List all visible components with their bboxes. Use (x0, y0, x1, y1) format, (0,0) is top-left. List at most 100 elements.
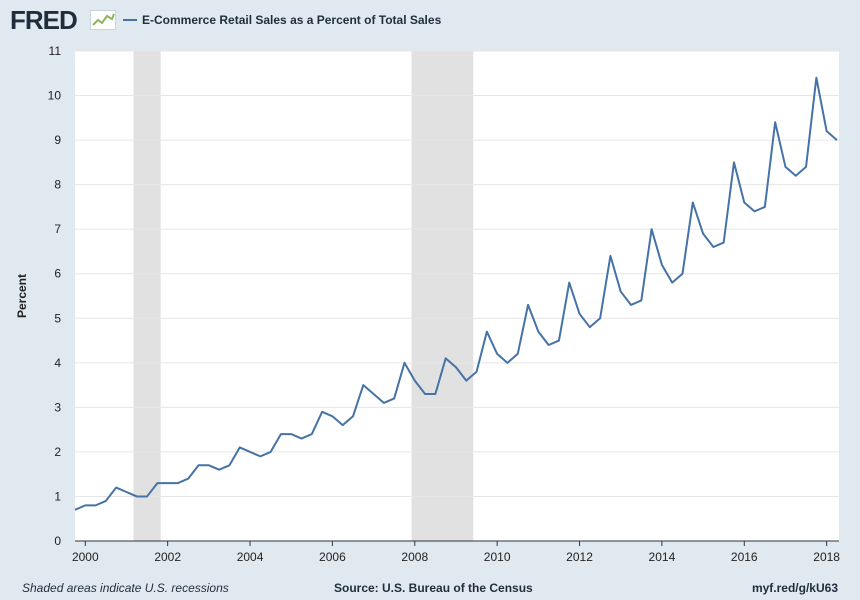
data-point[interactable] (474, 369, 480, 375)
data-point[interactable] (278, 431, 284, 437)
data-point[interactable] (443, 355, 449, 361)
data-point[interactable] (340, 422, 346, 428)
data-point[interactable] (813, 75, 819, 81)
data-point[interactable] (546, 342, 552, 348)
data-point[interactable] (494, 351, 500, 357)
data-point[interactable] (309, 431, 315, 437)
data-point[interactable] (772, 119, 778, 125)
data-point[interactable] (299, 436, 305, 442)
legend-line-swatch (123, 19, 137, 21)
data-point[interactable] (381, 400, 387, 406)
data-point[interactable] (113, 485, 119, 491)
logo-text: FRED (10, 5, 78, 35)
data-point[interactable] (762, 204, 768, 210)
data-point[interactable] (504, 360, 510, 366)
series-line (74, 76, 838, 511)
x-tick-label: 2000 (72, 550, 99, 564)
data-point[interactable] (710, 244, 716, 250)
y-tick-label: 6 (54, 267, 61, 281)
data-point[interactable] (206, 462, 212, 468)
data-point[interactable] (82, 502, 88, 508)
data-point[interactable] (350, 413, 356, 419)
data-point[interactable] (679, 271, 685, 277)
data-point[interactable] (700, 231, 706, 237)
data-point[interactable] (597, 315, 603, 321)
data-point[interactable] (649, 226, 655, 232)
data-point[interactable] (329, 413, 335, 419)
y-tick-label: 7 (54, 222, 61, 236)
data-point[interactable] (577, 311, 583, 317)
y-axis-label: Percent (15, 274, 29, 318)
data-point[interactable] (535, 329, 541, 335)
data-point[interactable] (834, 137, 840, 143)
data-point[interactable] (175, 480, 181, 486)
data-point[interactable] (484, 329, 490, 335)
y-tick-label: 5 (54, 311, 61, 325)
data-point[interactable] (422, 391, 428, 397)
data-point[interactable] (566, 280, 572, 286)
data-point[interactable] (752, 208, 758, 214)
data-point[interactable] (165, 480, 171, 486)
data-point[interactable] (782, 164, 788, 170)
recession-band (133, 51, 161, 541)
data-point[interactable] (412, 378, 418, 384)
data-point[interactable] (690, 199, 696, 205)
short-url-link[interactable]: myf.red/g/kU63 (751, 581, 838, 595)
data-point[interactable] (638, 297, 644, 303)
data-point[interactable] (72, 507, 78, 513)
y-tick-label: 0 (54, 534, 61, 548)
x-tick-label: 2006 (319, 550, 346, 564)
x-tick-label: 2016 (731, 550, 758, 564)
data-point[interactable] (556, 338, 562, 344)
x-tick-label: 2010 (484, 550, 511, 564)
data-point[interactable] (432, 391, 438, 397)
recession-band (411, 51, 474, 541)
data-point[interactable] (401, 360, 407, 366)
x-tick-label: 2004 (237, 550, 264, 564)
legend-label: E-Commerce Retail Sales as a Percent of … (142, 13, 442, 27)
y-tick-label: 10 (48, 89, 62, 103)
data-point[interactable] (525, 302, 531, 308)
data-point[interactable] (144, 493, 150, 499)
data-point[interactable] (618, 289, 624, 295)
data-point[interactable] (247, 449, 253, 455)
data-point[interactable] (587, 324, 593, 330)
data-point[interactable] (288, 431, 294, 437)
data-point[interactable] (824, 128, 830, 134)
data-point[interactable] (237, 444, 243, 450)
data-point[interactable] (123, 489, 129, 495)
data-point[interactable] (803, 164, 809, 170)
data-point[interactable] (185, 476, 191, 482)
data-point[interactable] (391, 395, 397, 401)
x-axis-ticks: 2000 2002 2004 2006 2008 2010 2012 2014 2016 2018 (72, 541, 840, 564)
data-point[interactable] (103, 498, 109, 504)
x-tick-label: 2014 (649, 550, 676, 564)
data-point[interactable] (463, 378, 469, 384)
data-point[interactable] (669, 280, 675, 286)
data-point[interactable] (196, 462, 202, 468)
data-point[interactable] (257, 453, 263, 459)
data-point[interactable] (721, 240, 727, 246)
data-point[interactable] (453, 364, 459, 370)
data-point[interactable] (319, 409, 325, 415)
data-point[interactable] (371, 391, 377, 397)
data-point[interactable] (659, 262, 665, 268)
data-point[interactable] (154, 480, 160, 486)
y-tick-label: 11 (49, 44, 62, 58)
data-point[interactable] (93, 502, 99, 508)
graph-icon (90, 10, 116, 30)
data-point[interactable] (628, 302, 634, 308)
y-tick-label: 8 (54, 178, 61, 192)
data-point[interactable] (134, 493, 140, 499)
data-point[interactable] (793, 173, 799, 179)
data-point[interactable] (515, 351, 521, 357)
data-point[interactable] (607, 253, 613, 259)
data-point[interactable] (226, 462, 232, 468)
data-point[interactable] (216, 467, 222, 473)
data-point[interactable] (731, 159, 737, 165)
data-point[interactable] (360, 382, 366, 388)
data-point[interactable] (741, 199, 747, 205)
legend[interactable]: E-Commerce Retail Sales as a Percent of … (123, 11, 441, 29)
fred-logo[interactable]: FRED (10, 6, 120, 34)
data-point[interactable] (268, 449, 274, 455)
